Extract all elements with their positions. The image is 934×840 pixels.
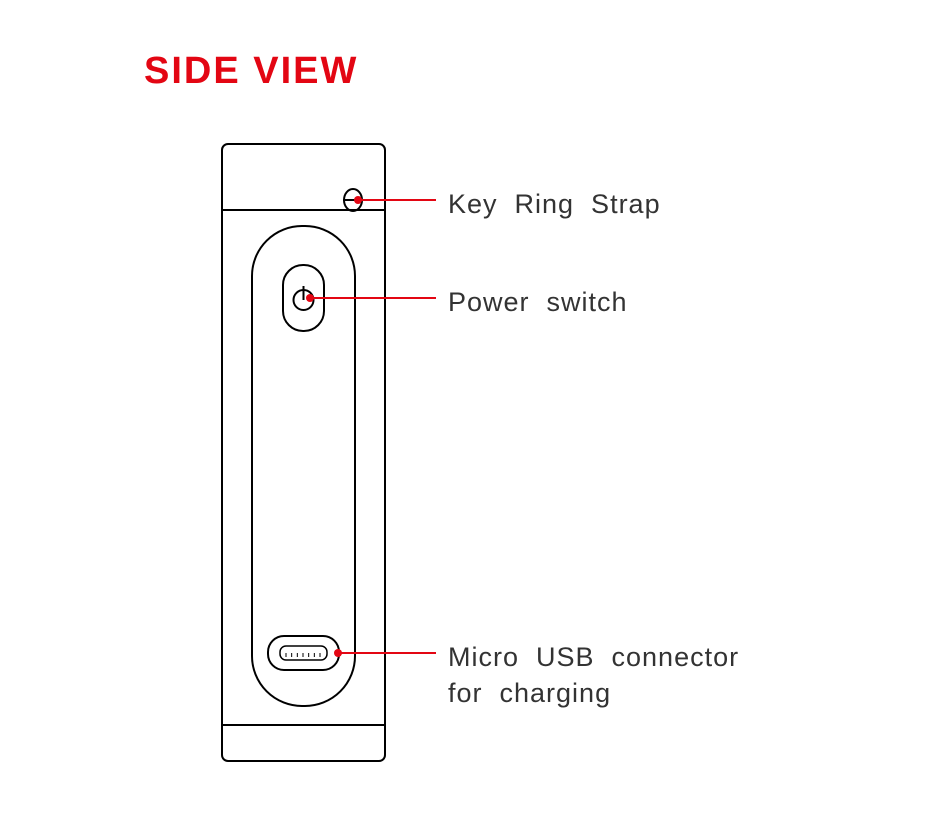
micro-usb-port-icon bbox=[268, 636, 339, 670]
device-body bbox=[222, 144, 385, 761]
callout-power-switch bbox=[306, 294, 436, 302]
callout-key-ring bbox=[354, 196, 436, 204]
callout-lines bbox=[306, 196, 436, 657]
diagram-svg bbox=[0, 0, 934, 840]
diagram-canvas: SIDE VIEW Key Ring Strap Power switch Mi… bbox=[0, 0, 934, 840]
